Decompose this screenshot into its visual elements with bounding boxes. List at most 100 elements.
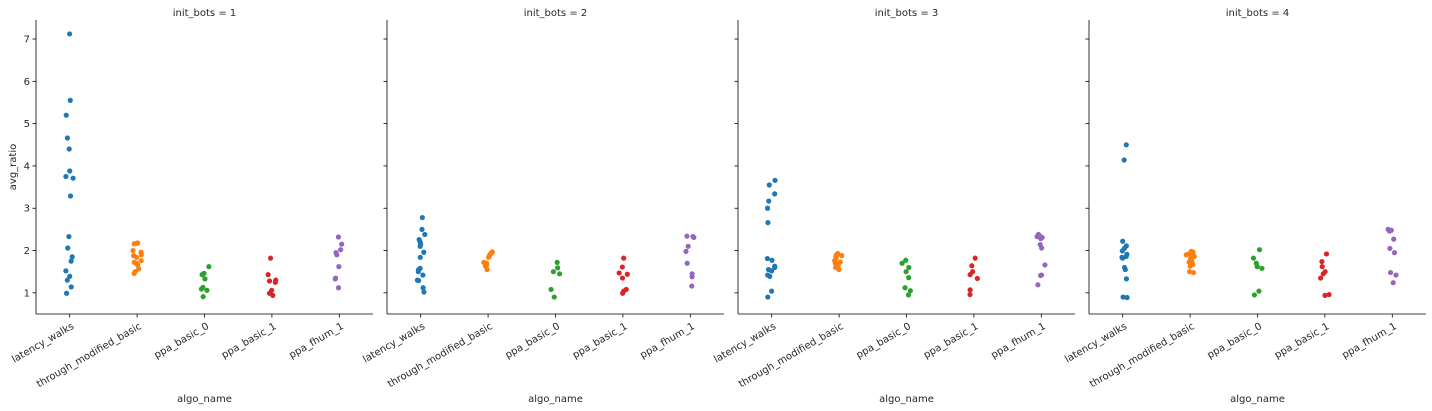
y-tick-label: 7 [24, 35, 30, 46]
data-point [69, 254, 75, 260]
data-point [765, 220, 771, 226]
data-point [332, 276, 338, 282]
data-point [1122, 266, 1128, 273]
data-point [204, 287, 210, 293]
data-point [1319, 264, 1325, 270]
data-point [1035, 282, 1041, 288]
data-point [1391, 250, 1398, 256]
data-point [1123, 142, 1129, 148]
y-tick-label: 1 [24, 288, 30, 299]
data-point [620, 290, 626, 296]
data-point [839, 253, 845, 259]
x-tick-label: ppa_fhum_1 [287, 321, 345, 361]
data-point [769, 268, 775, 274]
x-tick-label: ppa_basic_1 [571, 321, 629, 361]
data-point [138, 252, 144, 258]
data-point [555, 265, 561, 271]
data-point [272, 279, 278, 285]
data-point [419, 226, 425, 232]
data-point [202, 276, 208, 282]
data-point [1391, 236, 1397, 242]
data-point [420, 272, 426, 278]
data-point [685, 243, 691, 249]
data-point [619, 264, 625, 270]
data-point [684, 233, 690, 239]
data-point [67, 193, 74, 199]
data-point [417, 243, 423, 249]
data-point [1326, 291, 1332, 298]
data-point [764, 255, 770, 262]
data-point [65, 245, 71, 251]
facet-panel-3: init_bots = 3latency_walksthrough_modifi… [712, 8, 1075, 405]
data-point [1387, 269, 1394, 276]
data-point [767, 273, 773, 279]
data-point [136, 266, 142, 272]
data-point [67, 31, 73, 37]
data-point [899, 260, 905, 266]
data-point [907, 288, 913, 294]
data-point [335, 234, 342, 240]
data-point [557, 271, 563, 277]
data-point [766, 198, 772, 204]
data-point [551, 294, 557, 300]
data-point [1393, 272, 1399, 278]
x-tick-label: ppa_fhum_1 [638, 321, 696, 361]
y-tick-label: 2 [24, 246, 30, 257]
x-tick-label: ppa_fhum_1 [989, 321, 1047, 361]
data-point [1386, 228, 1393, 234]
data-point [621, 255, 627, 261]
x-tick-label: ppa_basic_1 [220, 321, 278, 361]
data-point [64, 290, 70, 296]
y-tick-label: 5 [24, 119, 30, 130]
data-point [335, 285, 342, 291]
data-point [338, 247, 344, 253]
data-point [772, 191, 778, 197]
x-axis-label: algo_name [1230, 394, 1285, 405]
data-point [1123, 276, 1130, 282]
data-point [967, 272, 973, 278]
data-point [67, 97, 73, 103]
x-axis-label: algo_name [177, 394, 232, 405]
data-point [266, 278, 273, 284]
data-point [1119, 248, 1125, 254]
data-point [1037, 272, 1044, 279]
data-point [764, 205, 771, 211]
x-tick-label: latency_walks [1063, 321, 1129, 365]
data-point [485, 254, 492, 260]
y-tick-label: 6 [24, 77, 30, 88]
data-point [554, 259, 560, 265]
data-point [415, 269, 421, 275]
data-point [334, 252, 340, 258]
data-point [1190, 269, 1197, 276]
data-point [1259, 265, 1265, 271]
data-point [906, 264, 912, 271]
data-point [967, 291, 973, 298]
data-point [624, 271, 630, 277]
data-point [903, 269, 909, 275]
x-axis-label: algo_name [879, 394, 934, 405]
data-point [421, 249, 427, 255]
data-point [421, 289, 427, 295]
data-point [619, 275, 626, 281]
data-point [66, 146, 72, 152]
data-point [70, 175, 76, 181]
data-point [206, 264, 212, 270]
data-point [1387, 245, 1393, 252]
facet-title: init_bots = 1 [173, 8, 237, 19]
data-point [836, 266, 842, 273]
data-point [417, 254, 423, 260]
data-point [769, 257, 775, 263]
data-point [67, 273, 73, 279]
facet-title: init_bots = 3 [875, 8, 939, 19]
y-axis-label: avg_ratio [8, 144, 19, 190]
data-point [1120, 238, 1126, 244]
x-tick-label: ppa_basic_0 [153, 321, 211, 361]
data-point [772, 177, 778, 183]
data-point [199, 272, 205, 278]
data-point [420, 285, 426, 291]
data-point [768, 288, 775, 294]
data-point [1320, 271, 1326, 277]
x-axis-label: algo_name [528, 394, 583, 405]
data-point [63, 268, 69, 274]
